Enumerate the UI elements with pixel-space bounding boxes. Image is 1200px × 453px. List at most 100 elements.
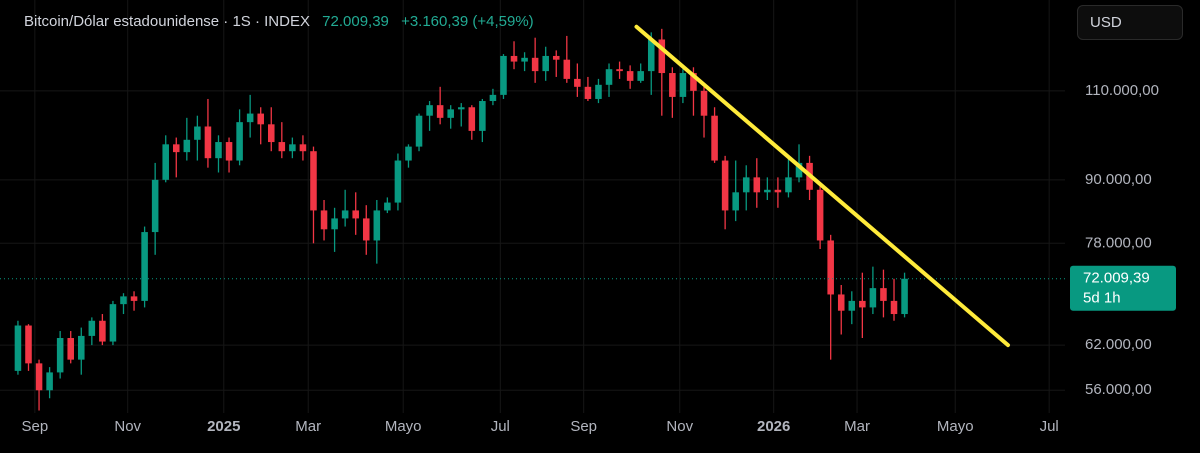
- candle-body: [320, 210, 328, 230]
- candle-body: [204, 126, 212, 159]
- x-tick-label: Mayo: [385, 418, 422, 435]
- candle-body: [130, 296, 138, 301]
- candle-body: [605, 69, 613, 85]
- candle-body: [679, 73, 687, 97]
- x-tick-label: Nov: [666, 418, 693, 435]
- candle-body: [362, 218, 370, 241]
- candle-body: [489, 94, 497, 102]
- x-tick-label: Mar: [295, 418, 321, 435]
- candle-body: [172, 144, 180, 153]
- candle-body: [183, 139, 191, 153]
- candle-body: [46, 372, 53, 391]
- y-tick-label: 110.000,00: [1085, 82, 1159, 99]
- candle-body: [257, 113, 264, 125]
- candle-body: [721, 160, 729, 211]
- candle-body: [236, 122, 243, 161]
- candle-body: [616, 69, 623, 72]
- candle-body: [711, 115, 718, 161]
- candle-body: [637, 71, 644, 81]
- candle-body: [658, 39, 666, 74]
- candle-body: [468, 107, 476, 131]
- trendline: [634, 24, 1011, 348]
- candle-body: [901, 278, 908, 315]
- change: +3.160,39 (+4,59%): [401, 13, 534, 30]
- candle-body: [500, 55, 507, 95]
- candle-body: [394, 160, 402, 203]
- candle-body: [669, 73, 676, 97]
- candle-body: [859, 300, 866, 308]
- candle-body: [795, 162, 803, 178]
- symbol-title: Bitcoin/Dólar estadounidense · 1S · INDE…: [24, 13, 310, 30]
- candle-body: [405, 146, 412, 161]
- candle-body: [510, 55, 518, 62]
- candle-body: [289, 144, 296, 152]
- y-tick-label: 78.000,00: [1085, 234, 1152, 251]
- x-tick-label: Sep: [21, 418, 48, 435]
- x-tick-label: Nov: [114, 418, 141, 435]
- x-tick-label: 2026: [757, 418, 790, 435]
- candle-body: [542, 55, 549, 72]
- candle-body: [310, 151, 317, 211]
- candle-body: [880, 288, 887, 301]
- candle-body: [521, 57, 528, 62]
- candle-body: [141, 232, 148, 301]
- candle-body: [14, 325, 22, 371]
- candle-body: [774, 189, 782, 193]
- candle-body: [341, 210, 349, 219]
- x-tick-label: Sep: [570, 418, 597, 435]
- candle-body: [384, 202, 391, 211]
- x-tick-label: Jul: [491, 418, 510, 435]
- candle-body: [869, 288, 877, 308]
- candle-body: [552, 55, 560, 60]
- y-tick-label: 56.000,00: [1085, 381, 1152, 398]
- last-price-label: 72.009,39: [1083, 270, 1150, 287]
- candle-body: [426, 105, 433, 116]
- candle-body: [99, 320, 106, 342]
- candle-body: [415, 115, 423, 147]
- x-tick-label: 2025: [207, 418, 240, 435]
- candle-body: [479, 101, 486, 131]
- candle-body: [837, 294, 845, 311]
- x-tick-label: Mayo: [937, 418, 974, 435]
- countdown: 5d 1h: [1083, 290, 1121, 307]
- candle-body: [35, 363, 43, 391]
- candle-body: [120, 296, 127, 305]
- candle-body: [352, 210, 359, 219]
- candle-body: [753, 177, 761, 193]
- candle-body: [457, 107, 465, 110]
- candle-body: [78, 335, 85, 360]
- y-tick-label: 90.000,00: [1085, 171, 1152, 188]
- candle-body: [447, 109, 454, 118]
- candle-body: [194, 126, 201, 140]
- candle-body: [88, 320, 96, 336]
- candle-body: [584, 86, 592, 99]
- x-tick-label: Mar: [844, 418, 870, 435]
- candle-body: [816, 189, 824, 241]
- candle-body: [563, 59, 571, 79]
- candle-body: [595, 84, 602, 99]
- x-tick-label: Jul: [1040, 418, 1059, 435]
- candle-body: [299, 144, 307, 152]
- candle-body: [373, 210, 381, 241]
- candle-body: [151, 179, 159, 233]
- candle-body: [890, 300, 898, 315]
- candle-body: [246, 113, 254, 123]
- candle-body: [732, 192, 739, 211]
- candle-body: [785, 177, 792, 193]
- price: 72.009,39: [322, 13, 389, 30]
- candle-body: [531, 57, 539, 72]
- candle-body: [742, 177, 750, 193]
- candle-body: [215, 142, 222, 159]
- candle-body: [827, 240, 834, 295]
- y-tick-label: 62.000,00: [1085, 336, 1152, 353]
- currency-button[interactable]: USD: [1077, 5, 1183, 40]
- candle-body: [574, 78, 581, 87]
- candle-body: [267, 124, 275, 143]
- candle-body: [626, 71, 634, 81]
- candle-body: [162, 144, 169, 180]
- candle-body: [647, 39, 655, 72]
- candle-body: [109, 304, 117, 342]
- candle-body: [331, 218, 338, 230]
